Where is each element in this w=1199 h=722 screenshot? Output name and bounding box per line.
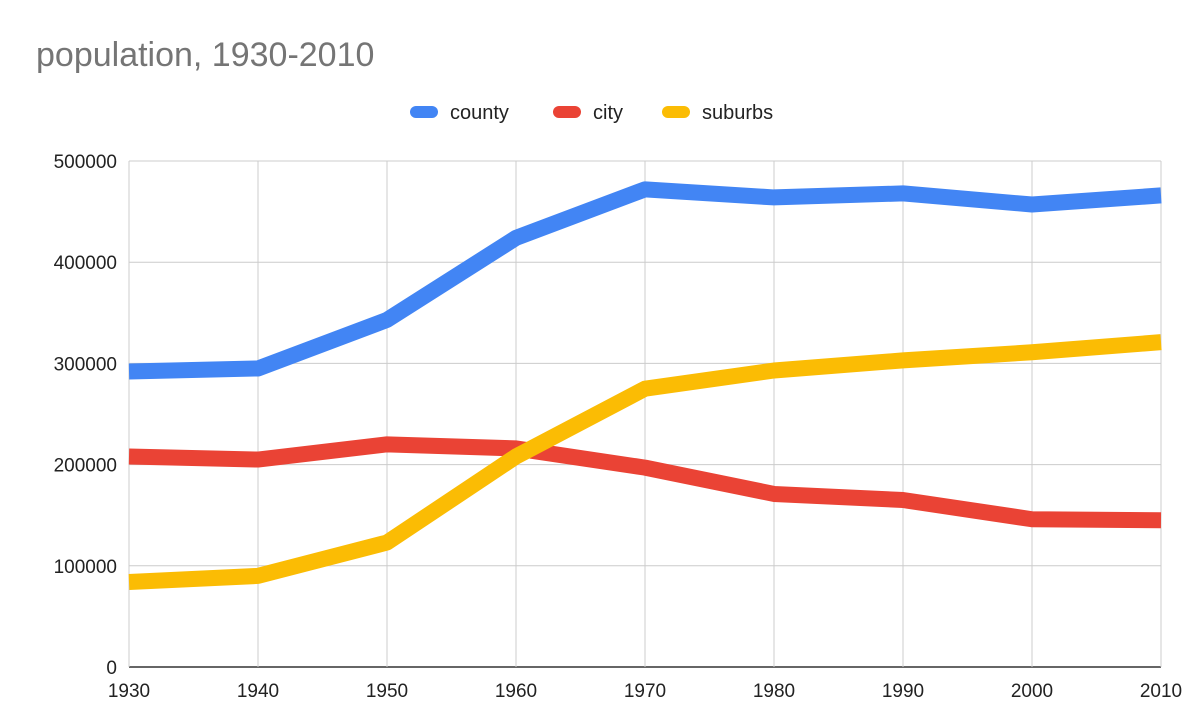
x-axis: 1930 1940 1950 1960 1970 1980 1990 2000 2010 <box>108 681 1182 702</box>
y-tick-label: 400000 <box>54 253 117 274</box>
series-line-suburbs <box>128 334 1162 590</box>
y-tick-label: 300000 <box>54 354 117 375</box>
x-tick-label: 1940 <box>237 681 279 702</box>
legend-swatch-suburbs <box>662 106 690 118</box>
x-tick-label: 2010 <box>1140 681 1182 702</box>
legend: county city suburbs <box>410 102 773 124</box>
series-line-city <box>128 436 1162 529</box>
x-tick-label: 1960 <box>495 681 537 702</box>
x-tick-label: 1950 <box>366 681 408 702</box>
legend-swatch-city <box>553 106 581 118</box>
y-tick-label: 500000 <box>54 152 117 173</box>
x-tick-label: 1990 <box>882 681 924 702</box>
x-tick-label: 2000 <box>1011 681 1053 702</box>
x-tick-label: 1930 <box>108 681 150 702</box>
series-lines <box>128 181 1162 590</box>
legend-label-city: city <box>593 102 623 124</box>
x-tick-label: 1970 <box>624 681 666 702</box>
y-axis: 0 100000 200000 300000 400000 500000 <box>54 152 117 679</box>
series-line-county <box>128 181 1162 380</box>
y-tick-label: 0 <box>106 658 117 679</box>
x-tick-label: 1980 <box>753 681 795 702</box>
legend-swatch-county <box>410 106 438 118</box>
y-tick-label: 200000 <box>54 456 117 477</box>
chart-title: population, 1930-2010 <box>36 36 374 74</box>
grid <box>128 160 1162 668</box>
y-tick-label: 100000 <box>54 557 117 578</box>
legend-label-suburbs: suburbs <box>702 102 773 124</box>
legend-label-county: county <box>450 102 509 124</box>
